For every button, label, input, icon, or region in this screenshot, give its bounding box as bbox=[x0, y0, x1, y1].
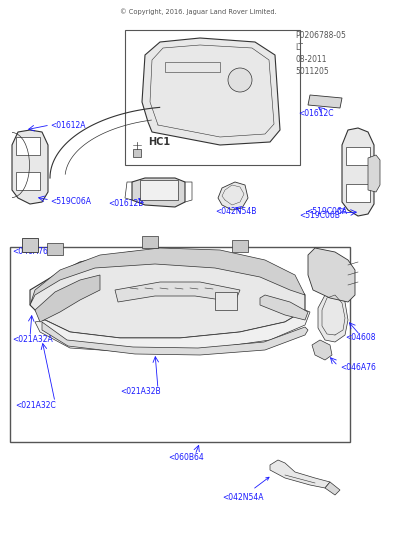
Polygon shape bbox=[35, 310, 310, 352]
Text: <042N54B: <042N54B bbox=[215, 208, 256, 217]
Polygon shape bbox=[12, 130, 48, 204]
Text: <519C06A: <519C06A bbox=[306, 208, 347, 217]
Text: LT: LT bbox=[295, 44, 303, 53]
Circle shape bbox=[228, 68, 252, 92]
Bar bbox=[142, 236, 158, 248]
Text: <519C06B: <519C06B bbox=[299, 211, 340, 220]
Polygon shape bbox=[325, 482, 340, 495]
Text: <042N54A: <042N54A bbox=[222, 477, 269, 502]
Polygon shape bbox=[142, 38, 280, 145]
Polygon shape bbox=[342, 128, 374, 216]
Text: <046A76: <046A76 bbox=[340, 363, 376, 372]
Polygon shape bbox=[35, 275, 100, 322]
Bar bbox=[346, 184, 370, 202]
Bar bbox=[22, 238, 38, 252]
Polygon shape bbox=[368, 155, 380, 192]
Text: <060B64: <060B64 bbox=[168, 452, 204, 461]
Bar bbox=[133, 149, 141, 157]
Text: <519C06A: <519C06A bbox=[50, 198, 91, 207]
Polygon shape bbox=[312, 340, 332, 360]
Polygon shape bbox=[308, 248, 355, 302]
Bar bbox=[140, 180, 178, 200]
Text: <01612C: <01612C bbox=[298, 109, 333, 118]
Text: <01612B: <01612B bbox=[108, 199, 143, 208]
Polygon shape bbox=[42, 322, 308, 355]
Bar bbox=[16, 172, 40, 190]
Text: © Copyright, 2016. Jaguar Land Rover Limited.: © Copyright, 2016. Jaguar Land Rover Lim… bbox=[120, 8, 276, 15]
Text: P0206788-05: P0206788-05 bbox=[295, 31, 346, 40]
Polygon shape bbox=[132, 178, 185, 207]
Text: <01612A: <01612A bbox=[50, 120, 86, 129]
Bar bbox=[10, 247, 350, 442]
Text: 5011205: 5011205 bbox=[295, 68, 329, 77]
Polygon shape bbox=[318, 292, 348, 342]
Polygon shape bbox=[260, 295, 308, 320]
Bar bbox=[232, 240, 248, 252]
Polygon shape bbox=[270, 460, 330, 488]
Bar bbox=[16, 137, 40, 155]
Text: <04608: <04608 bbox=[345, 334, 375, 343]
Text: HC1: HC1 bbox=[148, 137, 170, 147]
Polygon shape bbox=[218, 182, 248, 210]
Polygon shape bbox=[30, 252, 305, 338]
Polygon shape bbox=[115, 282, 240, 302]
Bar bbox=[215, 292, 237, 310]
Text: <046A76: <046A76 bbox=[12, 248, 48, 256]
Bar bbox=[165, 62, 220, 72]
Text: 08-2011: 08-2011 bbox=[295, 55, 326, 64]
Text: <021A32C: <021A32C bbox=[15, 400, 56, 409]
Polygon shape bbox=[30, 248, 305, 305]
Bar bbox=[47, 243, 63, 255]
Text: <021A32A: <021A32A bbox=[12, 335, 53, 344]
Text: <021A32B: <021A32B bbox=[120, 388, 161, 396]
Bar bbox=[346, 147, 370, 165]
Bar bbox=[125, 30, 300, 165]
Polygon shape bbox=[308, 95, 342, 108]
